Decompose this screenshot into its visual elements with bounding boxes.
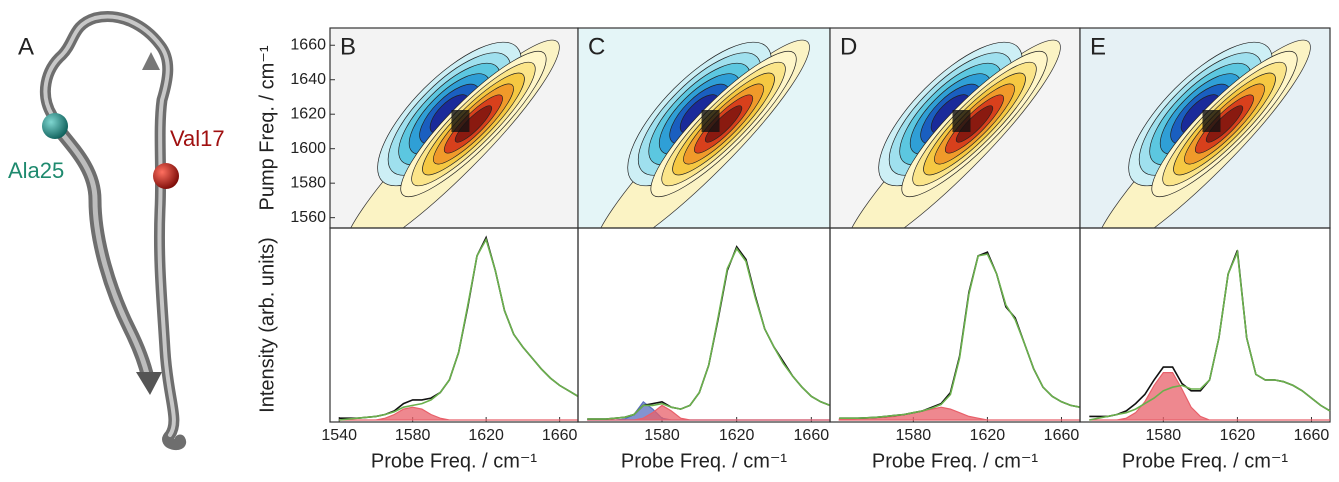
diagonal-marker [952,110,971,132]
spectrum-frame [829,227,1081,423]
residue-label: Ala25 [8,158,64,183]
panel-label: C [588,33,605,60]
spectrum-frame [1079,227,1331,423]
axis-title: Pump Freq. / cm⁻¹ [256,45,278,210]
x-tick-label: 1620 [468,427,504,444]
x-tick-label: 1620 [970,427,1006,444]
axis-title: Probe Freq. / cm⁻¹ [1122,450,1288,472]
diagonal-marker [1202,110,1221,132]
x-tick-label: 1660 [794,427,830,444]
component-peak [587,404,830,421]
spectrum-line [1089,249,1331,421]
y-tick-label: 1580 [290,174,326,191]
y-tick-label: 1640 [290,71,326,88]
contour-map [1080,28,1330,228]
spectrum-line [839,251,1081,419]
protein-cartoon [39,11,187,451]
x-tick-label: 1580 [896,427,932,444]
spectrum-frame [577,227,831,423]
spectrum-line [587,247,831,420]
diagonal-marker [451,110,470,132]
x-tick-label: 1620 [719,427,755,444]
axis-title: Probe Freq. / cm⁻¹ [371,450,537,472]
x-tick-label: 1660 [1044,427,1080,444]
x-tick-label: 1660 [542,427,578,444]
spectrum-line [339,237,579,421]
y-tick-label: 1600 [290,140,326,157]
axis-title: Probe Freq. / cm⁻¹ [621,450,787,472]
component-peak [1089,372,1330,421]
panel-label: D [840,33,857,60]
panel-label: B [340,33,356,60]
contour-map [830,28,1080,228]
spectrum-frame [329,227,579,423]
y-tick-label: 1620 [290,105,326,122]
axis-title: Intensity (arb. units) [256,237,278,413]
residue-label: Val17 [170,126,225,151]
spectrum-line [587,245,831,420]
contour-map [578,28,830,228]
axis-title: Probe Freq. / cm⁻¹ [872,450,1038,472]
component-peak [339,406,578,421]
x-tick-label: 1580 [1146,427,1182,444]
diagonal-marker [701,110,720,132]
panel-label: E [1090,33,1106,60]
y-tick-label: 1560 [290,209,326,226]
spectrum-line [839,253,1081,419]
spectrum-line [339,235,579,419]
x-tick-label: 1580 [644,427,680,444]
x-tick-label: 1660 [1294,427,1330,444]
x-tick-label: 1580 [395,427,431,444]
contour-map [330,28,578,228]
x-tick-label: 1540 [321,427,357,444]
y-tick-label: 1660 [290,36,326,53]
spectrum-line [1089,250,1331,418]
x-tick-label: 1620 [1220,427,1256,444]
panel-label: A [18,33,34,60]
